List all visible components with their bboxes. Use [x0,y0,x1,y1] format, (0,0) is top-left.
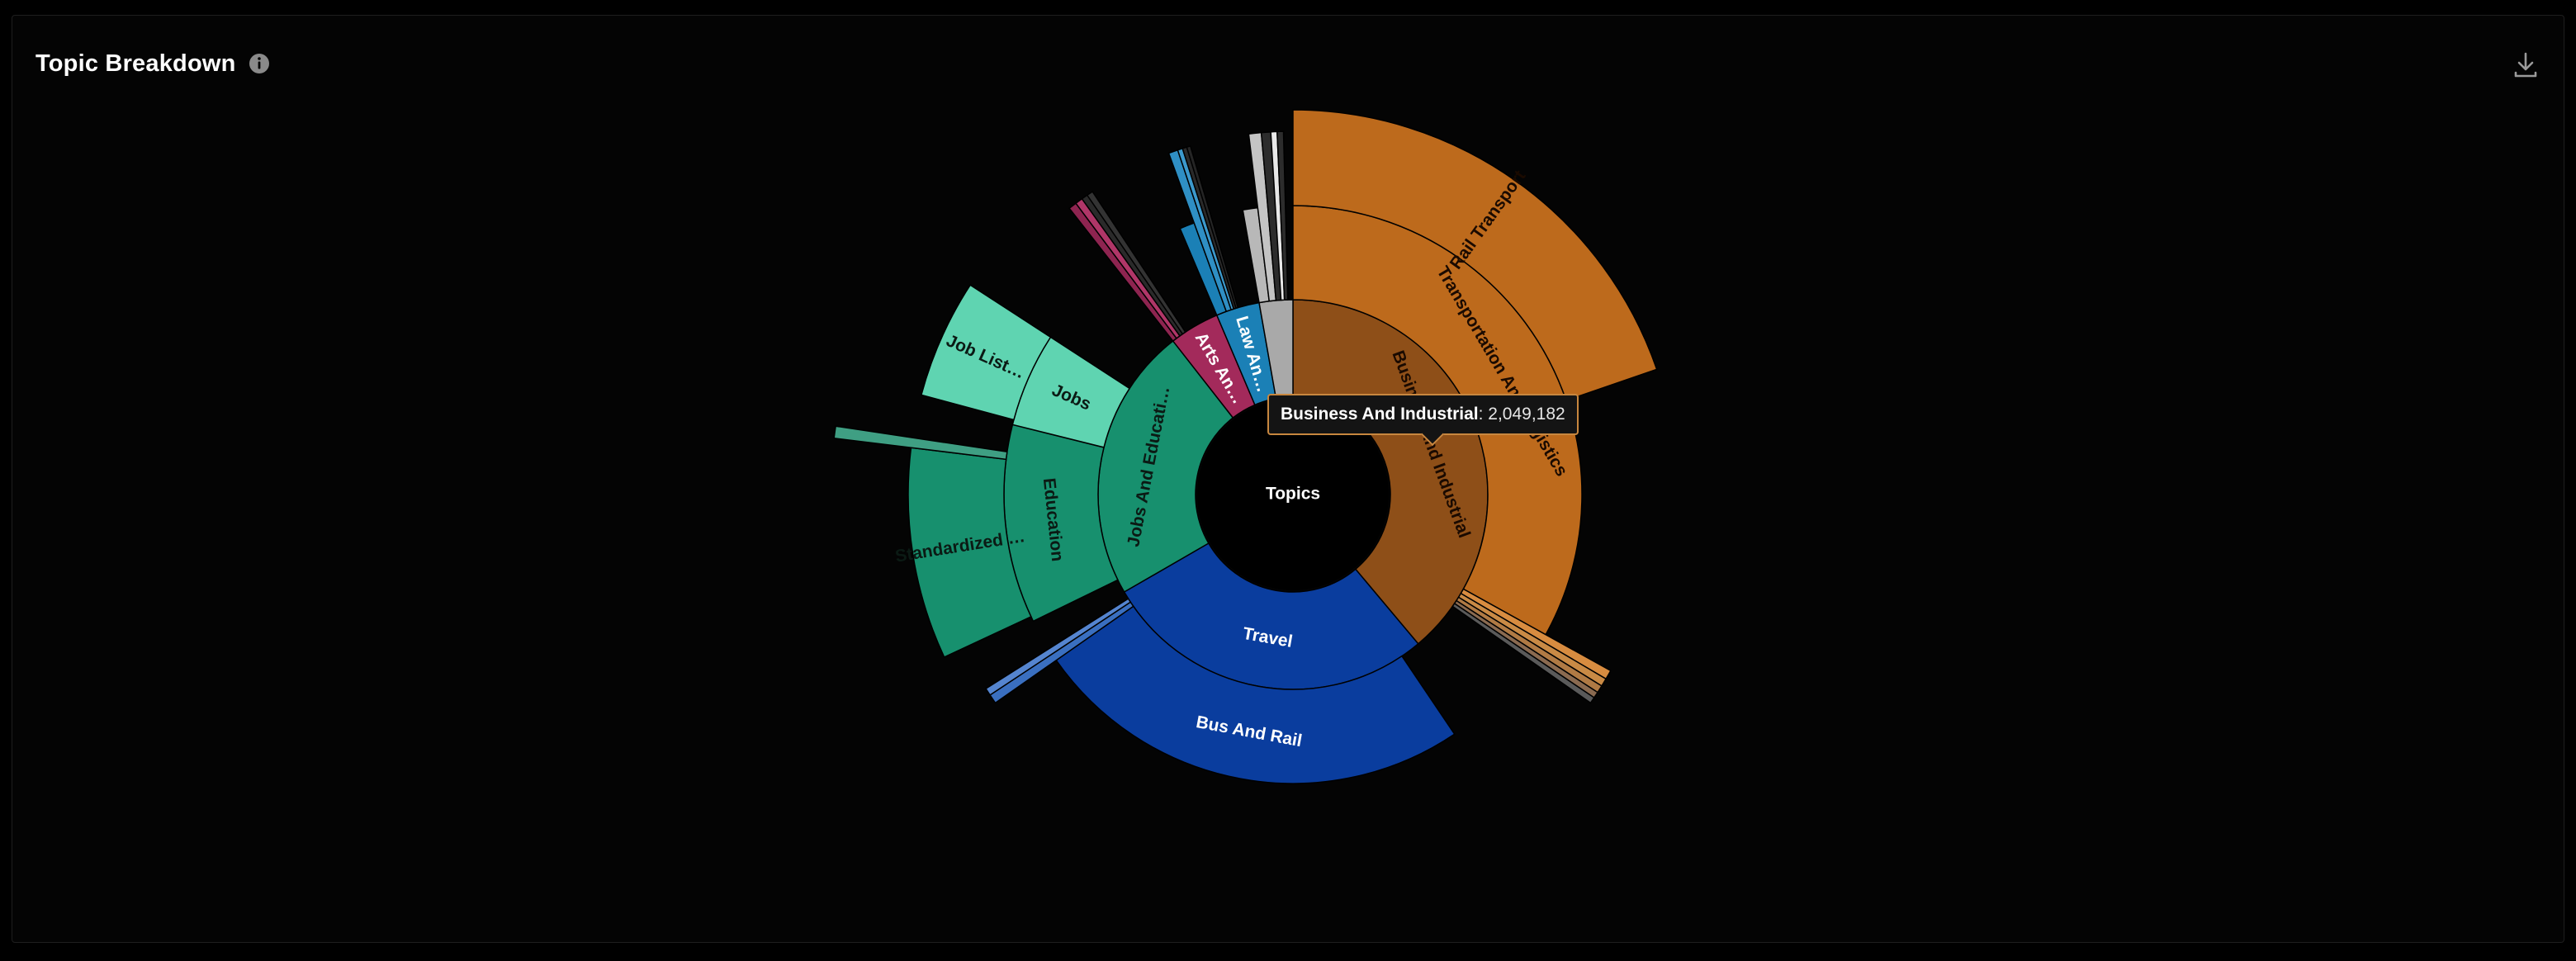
tooltip-name: Business And Industrial [1281,405,1479,424]
tooltip-separator: : [1478,405,1489,424]
sunburst-segment-depth2-343[interactable] [1186,144,1239,310]
download-icon[interactable] [2511,50,2540,80]
sunburst-segment-rail-transport[interactable] [1292,109,1658,402]
topic-breakdown-card: Topic Breakdown Business And IndustrialT… [12,15,2564,943]
sunburst-segment-job-listings[interactable] [920,284,1052,421]
sunburst-segment-depth2-340[interactable] [1167,149,1233,313]
card-header: Topic Breakdown [36,37,271,90]
sunburst-segment-depth3-277[interactable] [833,425,1008,461]
card-title: Topic Breakdown [36,50,236,77]
sunburst-root-label: Topics [1266,485,1320,504]
sunburst-segment-bus-and-rail[interactable] [1055,605,1456,784]
sunburst-segment-depth2-357-5[interactable] [1276,130,1289,301]
info-circle-icon[interactable] [248,52,271,75]
sunburst-svg: Business And IndustrialTransportation An… [833,109,1658,784]
sunburst-segment-depth2-324-5[interactable] [1081,194,1184,337]
sunburst-chart: Business And IndustrialTransportation An… [12,16,2565,944]
sunburst-segment-depth2-236-5[interactable] [985,598,1132,696]
sunburst-segment-depth2-124[interactable] [1451,602,1595,704]
sunburst-segment-depth2-325-5[interactable] [1086,191,1186,335]
sunburst-segment-depth2-322[interactable] [1068,202,1178,343]
sunburst-center[interactable] [1197,399,1389,590]
tooltip-value: 2,049,182 [1488,405,1565,424]
sunburst-segment-depth2-323-3[interactable] [1074,197,1181,339]
chart-tooltip: Business And Industrial: 2,049,182 [1267,394,1579,435]
